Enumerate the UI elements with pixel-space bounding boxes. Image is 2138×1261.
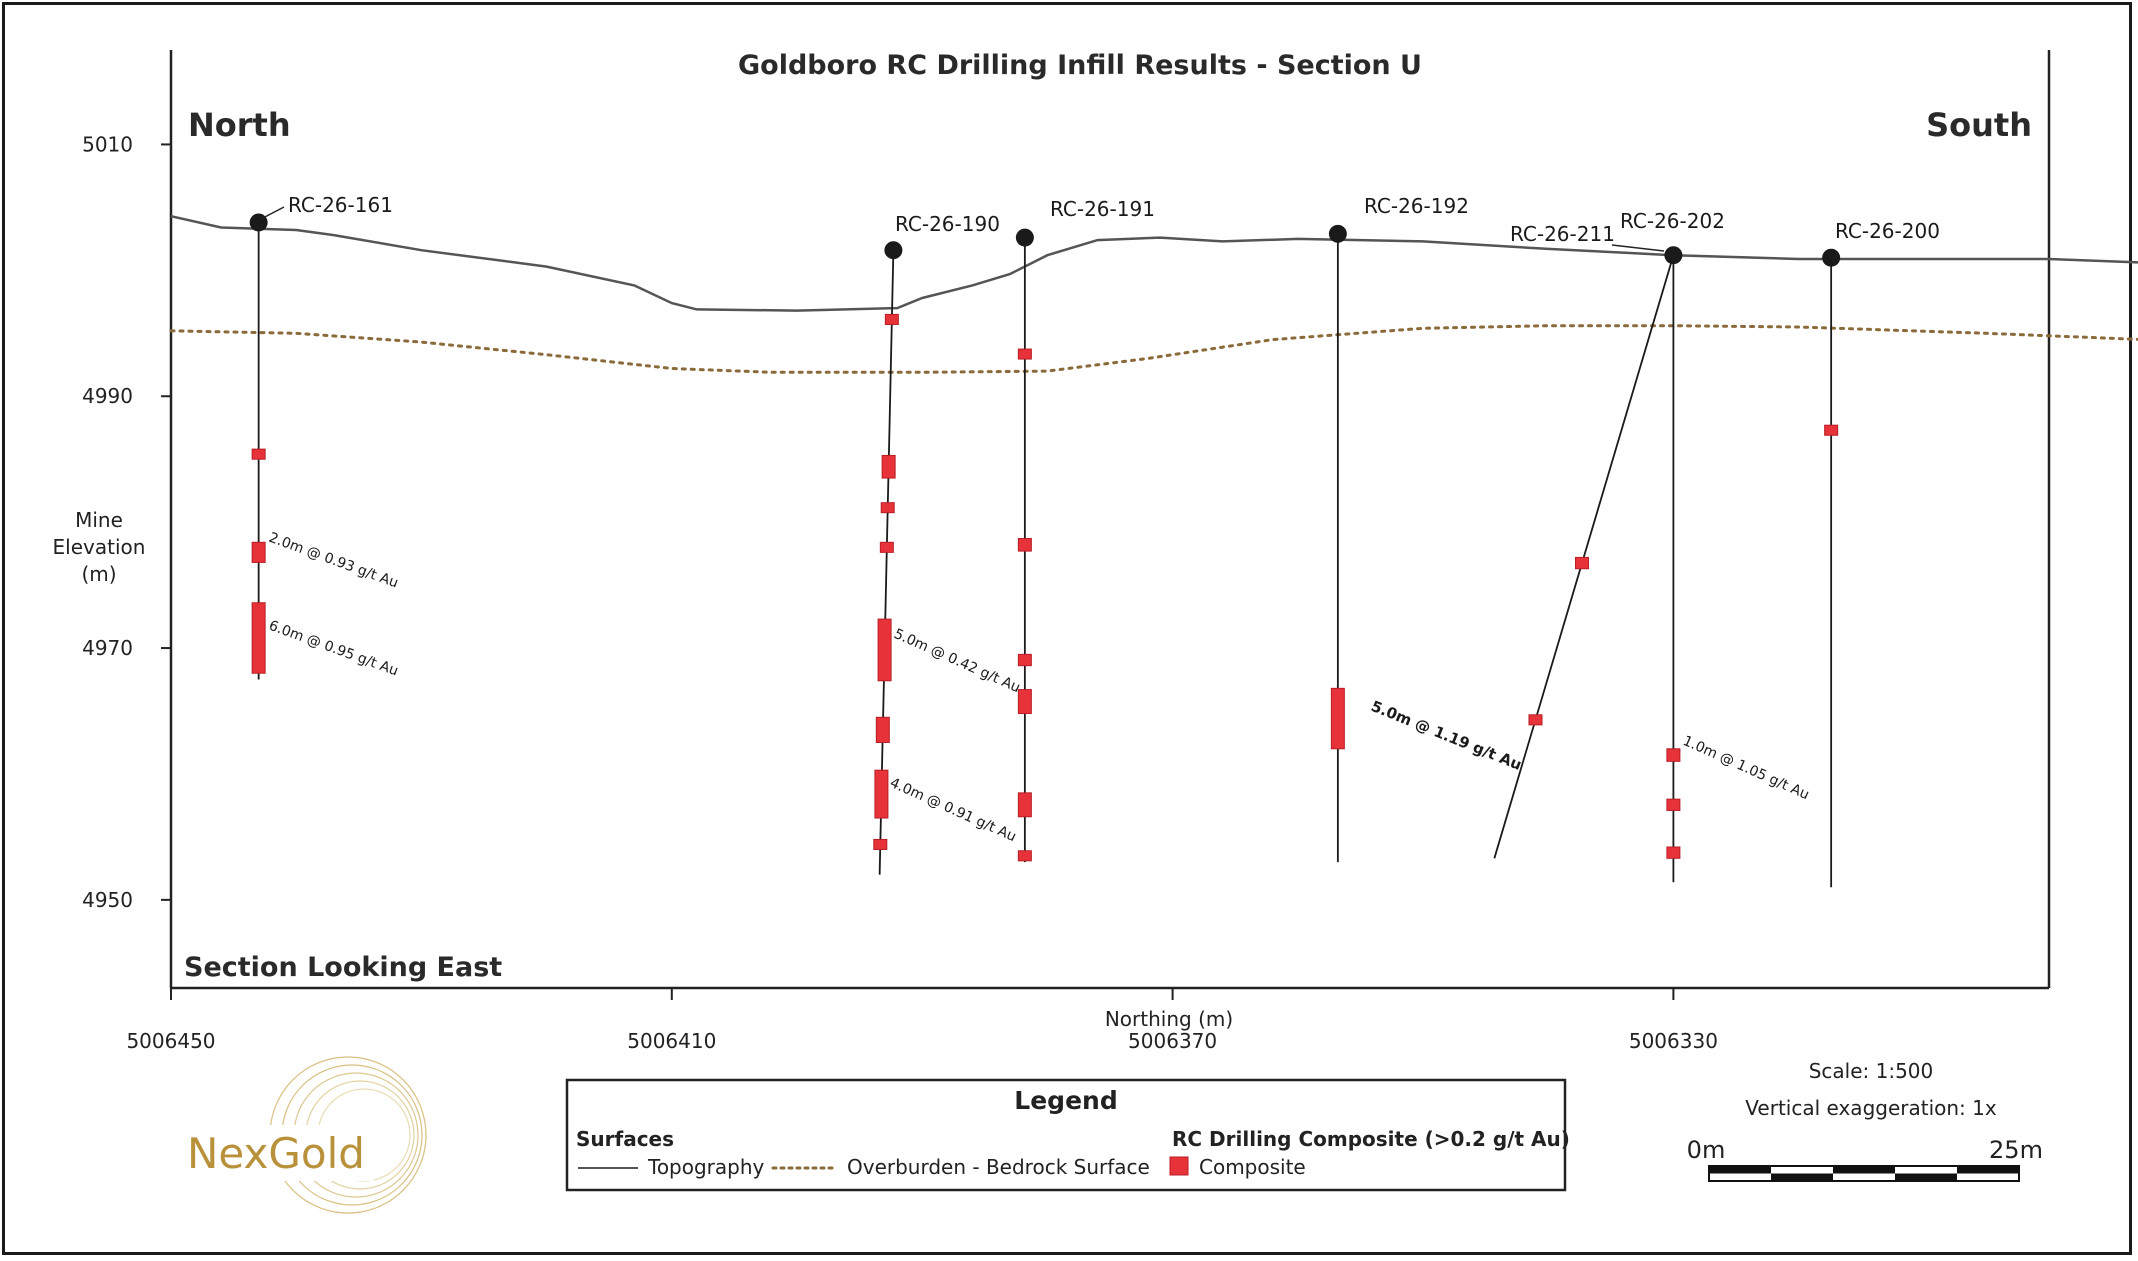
section-looking-east-label: Section Looking East <box>184 952 502 983</box>
hole-label-rc-26-192: RC-26-192 <box>1364 194 1469 218</box>
legend-title: Legend <box>1014 1086 1117 1115</box>
scale-bar-segment-bottom <box>1709 1173 1771 1181</box>
y-axis-ticks: 5010 4990 4970 4950 <box>82 132 171 912</box>
composite-rc-26-202 <box>1666 846 1681 859</box>
legend-surfaces-heading: Surfaces <box>576 1127 674 1151</box>
composite-rc-26-161 <box>251 448 266 460</box>
x-axis-label: Northing (m) <box>1105 1007 1233 1031</box>
y-tick-label: 4990 <box>82 384 133 408</box>
nexgold-logo: NexGold <box>184 1056 427 1214</box>
logo-text-backing <box>184 1125 374 1181</box>
legend-overburden-label: Overburden - Bedrock Surface <box>847 1155 1150 1179</box>
composite-rc-26-191 <box>1017 653 1032 667</box>
scale-block: Scale: 1:500 Vertical exaggeration: 1x 0… <box>1687 1059 2043 1182</box>
y-tick-label: 4970 <box>82 636 133 660</box>
scale-bar-segment-bottom <box>1833 1173 1895 1181</box>
x-tick-label: 5006370 <box>1128 1029 1217 1053</box>
collar-rc-26-202 <box>1664 246 1683 265</box>
composite-rc-26-191 <box>1017 538 1032 552</box>
topography-line <box>170 214 2138 312</box>
composite-rc-26-190 <box>884 313 899 325</box>
composite-rc-26-190 <box>874 769 889 819</box>
x-tick-label: 5006330 <box>1629 1029 1718 1053</box>
intercept-annotation-5: 5.0m @ 1.19 g/t Au <box>1369 697 1525 774</box>
composite-rc-26-211 <box>1575 556 1590 570</box>
composite-rc-26-190 <box>873 838 888 851</box>
hole-label-rc-26-190: RC-26-190 <box>895 212 1000 236</box>
intercept-annotation-6: 1.0m @ 1.05 g/t Au <box>1680 733 1811 803</box>
legend-composite-heading: RC Drilling Composite (>0.2 g/t Au) <box>1172 1127 1570 1151</box>
composite-rc-26-190 <box>879 541 894 553</box>
composite-rc-26-192 <box>1330 687 1345 750</box>
hole-label-rc-26-200: RC-26-200 <box>1835 219 1940 243</box>
hole-label-rc-26-202: RC-26-202 <box>1620 209 1725 233</box>
south-label: South <box>1926 106 2032 144</box>
y-axis-label-line-1: Mine <box>75 508 123 532</box>
figure-title: Goldboro RC Drilling Infill Results - Se… <box>738 50 1422 81</box>
collar-rc-26-191 <box>1015 228 1034 247</box>
logo-text: NexGold <box>187 1129 365 1178</box>
intercept-annotation-3: 5.0m @ 0.42 g/t Au <box>891 626 1022 696</box>
composite-rc-26-161 <box>251 541 266 563</box>
leader-rc-26-161 <box>260 206 285 220</box>
x-axis-ticks: 5006450 5006410 5006370 5006330 <box>126 988 1718 1053</box>
hole-label-rc-26-161: RC-26-161 <box>288 193 393 217</box>
intercept-annotation-2: 6.0m @ 0.95 g/t Au <box>267 618 401 680</box>
collar-rc-26-190 <box>884 241 903 260</box>
composite-rc-26-200 <box>1824 424 1839 436</box>
scale-bar <box>1708 1165 2020 1182</box>
legend-composite-label: Composite <box>1199 1155 1306 1179</box>
drill-trace-rc-26-211 <box>1493 254 1675 859</box>
y-axis-label-line-3: (m) <box>81 562 116 586</box>
y-axis-label-line-2: Elevation <box>53 535 146 559</box>
y-tick-label: 4950 <box>82 888 133 912</box>
hole-label-rc-26-191: RC-26-191 <box>1050 197 1155 221</box>
scale-bar-segment-top <box>1709 1166 1771 1174</box>
drill-holes <box>249 213 1841 888</box>
hole-label-rc-26-211: RC-26-211 <box>1510 222 1615 246</box>
legend-composite-swatch <box>1169 1156 1189 1176</box>
composite-rc-26-161 <box>251 602 266 674</box>
composite-rc-26-191 <box>1017 850 1032 862</box>
composite-rc-26-202 <box>1666 798 1681 811</box>
composite-rc-26-191 <box>1017 348 1032 360</box>
scale-bar-segment-top <box>1833 1166 1895 1174</box>
composite-rc-26-202 <box>1666 748 1681 762</box>
legend: Legend Surfaces Topography Overburden - … <box>565 1078 1570 1192</box>
scale-bar-segment-bottom <box>1895 1173 1957 1181</box>
legend-box <box>565 1078 1567 1192</box>
scale-bar-segment-bottom <box>1771 1173 1833 1181</box>
scale-bar-segment-bottom <box>1957 1173 2019 1181</box>
scale-start-label: 0m <box>1687 1136 1726 1164</box>
composite-rc-26-190 <box>880 502 895 514</box>
legend-topography-label: Topography <box>647 1155 765 1179</box>
collar-rc-26-192 <box>1328 224 1347 243</box>
composite-rc-26-190 <box>875 716 890 743</box>
collar-rc-26-200 <box>1822 248 1841 267</box>
x-tick-label: 5006410 <box>627 1029 716 1053</box>
scale-bar-segment-top <box>1957 1166 2019 1174</box>
scale-bar-outline <box>1708 1165 2020 1182</box>
intercept-annotation-1: 2.0m @ 0.93 g/t Au <box>267 530 401 592</box>
composite-rc-26-190 <box>881 454 896 479</box>
overburden-bedrock-line <box>169 324 2138 374</box>
x-tick-label: 5006450 <box>126 1029 215 1053</box>
intercept-annotation-4: 4.0m @ 0.91 g/t Au <box>887 775 1018 845</box>
vertical-exaggeration-text: Vertical exaggeration: 1x <box>1745 1096 1997 1120</box>
scale-end-label: 25m <box>1989 1136 2043 1164</box>
composite-rc-26-191 <box>1017 689 1032 715</box>
scale-bar-segment-top <box>1895 1166 1957 1174</box>
y-tick-label: 5010 <box>82 132 133 156</box>
scale-bar-segment-top <box>1771 1166 1833 1174</box>
leader-rc-26-211 <box>1611 244 1665 252</box>
composite-rc-26-190 <box>877 618 892 682</box>
composite-rc-26-191 <box>1017 792 1032 818</box>
composite-rc-26-211 <box>1528 714 1543 726</box>
north-label: North <box>188 106 291 144</box>
scale-text: Scale: 1:500 <box>1809 1059 1934 1083</box>
